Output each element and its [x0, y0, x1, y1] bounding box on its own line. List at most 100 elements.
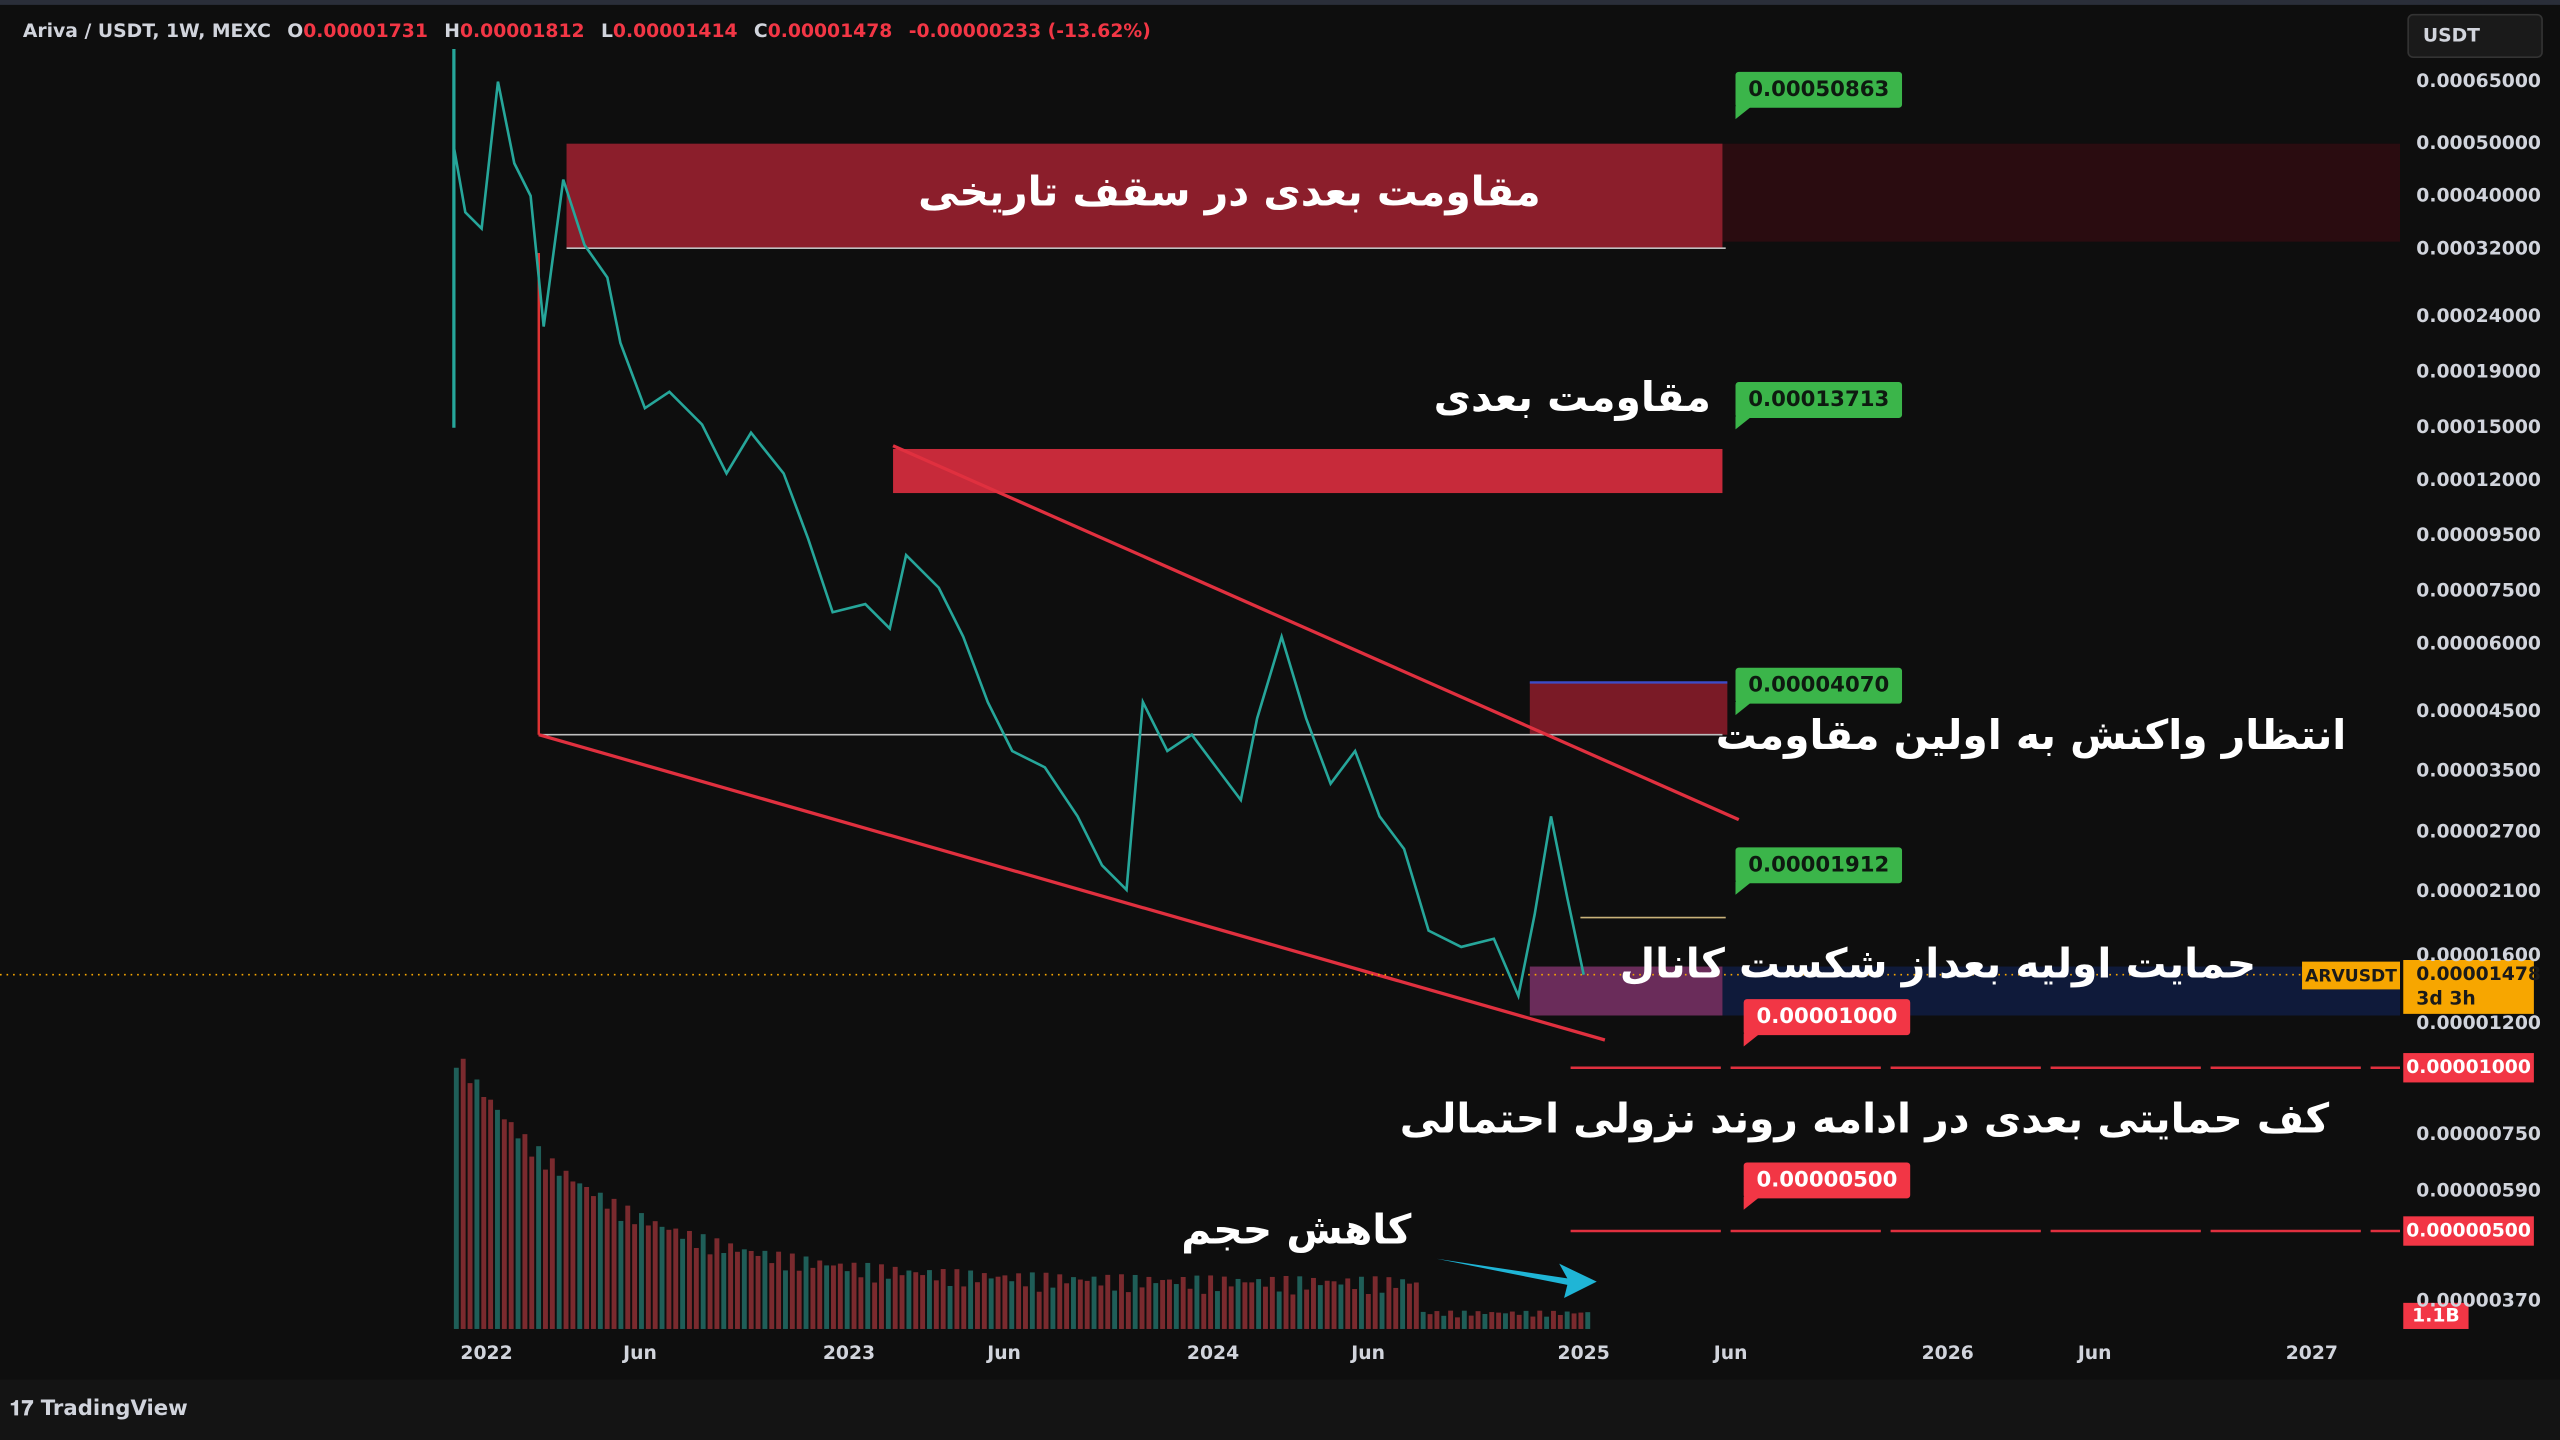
last-price-marker — [2403, 960, 2534, 1014]
label: L — [601, 21, 613, 42]
price-label: 0.00004070 — [1748, 673, 1889, 698]
volume-bar — [975, 1282, 980, 1329]
volume-bar — [652, 1221, 658, 1329]
volume-bar — [872, 1282, 878, 1329]
volume-bar — [1304, 1289, 1310, 1329]
volume-bar — [556, 1175, 562, 1329]
volume-bar — [501, 1119, 507, 1329]
price-label: 0.00000500 — [1756, 1167, 1897, 1192]
volume-bar — [1359, 1276, 1364, 1329]
volume-bar — [995, 1276, 1001, 1329]
volume-bar — [968, 1270, 974, 1329]
volume-bar — [543, 1169, 548, 1329]
volume-bar — [673, 1228, 679, 1329]
volume-bar — [1125, 1292, 1131, 1329]
price-label-box — [1735, 667, 1903, 704]
volume-bar — [824, 1265, 830, 1329]
volume-bar — [865, 1262, 871, 1329]
volume-bar — [1489, 1312, 1495, 1329]
volume-bar — [625, 1205, 631, 1329]
volume-bar — [851, 1262, 857, 1329]
volume-bar — [728, 1243, 734, 1329]
value: 0.00001478 — [768, 21, 893, 42]
price-tick-label: 0.00000590 — [2416, 1181, 2541, 1202]
volume-bar — [988, 1278, 994, 1329]
price-tick-label: 0.00012000 — [2416, 470, 2541, 491]
volume-bar — [1139, 1287, 1145, 1329]
volume-bar — [1386, 1277, 1392, 1329]
volume-bar — [940, 1269, 946, 1329]
price-tick-label: 0.00007500 — [2416, 581, 2541, 602]
volume-bar — [1338, 1284, 1344, 1329]
currency[interactable]: USDT — [2423, 25, 2480, 46]
volume-bar — [885, 1278, 891, 1329]
volume-bar — [460, 1058, 466, 1329]
volume-bar — [1297, 1276, 1303, 1329]
axis-marker — [2403, 1216, 2534, 1246]
time-tick-label: Jun — [2076, 1343, 2112, 1364]
volume-bar — [1509, 1311, 1515, 1329]
volume-bar — [1557, 1314, 1563, 1329]
resistance-zone-top — [566, 143, 1723, 249]
volume-bar — [1571, 1313, 1577, 1329]
currency-button[interactable] — [2407, 13, 2543, 58]
countdown: 3d 3h — [2416, 989, 2475, 1010]
volume-bar — [817, 1260, 823, 1329]
volume-bar — [1208, 1275, 1214, 1329]
volume-bar — [700, 1234, 706, 1329]
volume-bar — [1105, 1274, 1111, 1329]
price-label: 0.00001912 — [1748, 852, 1889, 877]
volume-bar — [1564, 1311, 1570, 1329]
volume-bar — [796, 1270, 802, 1329]
volume-bar — [1009, 1281, 1015, 1329]
price-tick-label: 0.00019000 — [2416, 361, 2541, 382]
bottom-bar — [0, 1379, 2560, 1440]
volume-bar — [879, 1264, 884, 1329]
annotation: حمایت اولیه بعداز شکست کانال — [1620, 940, 2256, 989]
price-label: 0.00001000 — [1756, 1004, 1897, 1029]
price-tick-label: 0.00002100 — [2416, 881, 2541, 902]
volume-bar — [467, 1083, 473, 1329]
volume-bar — [776, 1251, 782, 1329]
volume-bar — [1434, 1311, 1440, 1329]
volume-bar — [1029, 1272, 1035, 1329]
volume-bar — [1276, 1291, 1282, 1329]
price-label: 0.00013713 — [1748, 387, 1889, 412]
volume-bar — [831, 1265, 836, 1329]
volume-bar — [529, 1156, 535, 1329]
time-tick-label: Jun — [985, 1343, 1021, 1364]
volume-bar — [1544, 1316, 1550, 1329]
volume-bar — [1263, 1286, 1268, 1329]
price-tick-label: 0.00006000 — [2416, 633, 2541, 654]
volume-bar — [783, 1270, 788, 1329]
price-label-box — [1743, 999, 1911, 1036]
symbol: Ariva / USDT, 1W, MEXC — [23, 21, 271, 42]
price-tick-label: 0.00004500 — [2416, 701, 2541, 722]
volume-bar — [1523, 1310, 1529, 1329]
volume-bar — [1400, 1279, 1406, 1329]
price-label: 0.00050863 — [1748, 77, 1889, 102]
volume-bar — [1503, 1313, 1508, 1329]
volume — [453, 1058, 1591, 1329]
label: H — [444, 21, 460, 42]
volume-bar — [844, 1271, 850, 1329]
price-tick-label: 0.00015000 — [2416, 417, 2541, 438]
volume-bar — [1153, 1283, 1159, 1329]
price-tick-label: 0.00000750 — [2416, 1124, 2541, 1145]
volume-bar — [1482, 1314, 1488, 1329]
volume-bar — [536, 1146, 542, 1329]
volume-bar — [1461, 1310, 1467, 1329]
volume-bar — [1496, 1312, 1502, 1329]
zone-extension — [1722, 143, 2400, 242]
symbol-label: ARVUSDT — [2305, 966, 2397, 986]
volume-bar — [1537, 1310, 1543, 1329]
volume-bar — [721, 1253, 727, 1329]
volume-bar — [1413, 1282, 1419, 1329]
volume-bar — [570, 1181, 576, 1329]
volume-bar — [693, 1247, 699, 1329]
axis-marker-label: 0.00000500 — [2406, 1221, 2531, 1242]
time-tick-label: 2022 — [460, 1343, 512, 1364]
price-tick-label: 0.00032000 — [2416, 238, 2541, 259]
volume-bar — [837, 1263, 843, 1329]
annotation: کاهش حجم — [1181, 1206, 1411, 1254]
